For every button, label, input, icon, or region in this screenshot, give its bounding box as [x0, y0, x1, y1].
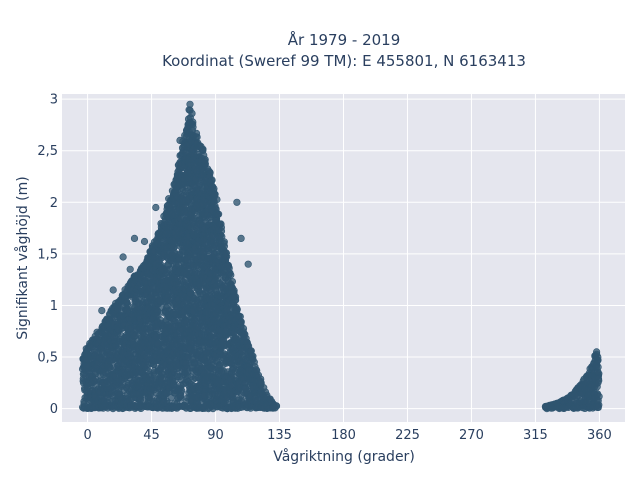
data-point — [244, 260, 252, 268]
x-axis-title: Vågriktning (grader) — [273, 448, 415, 465]
data-point — [152, 203, 160, 212]
x-tick-label: 225 — [395, 428, 420, 443]
data-point — [98, 307, 106, 315]
data-point — [119, 253, 127, 261]
y-tick-label: 0,5 — [37, 351, 58, 366]
data-point — [123, 298, 131, 306]
data-point — [594, 397, 602, 405]
data-points — [78, 100, 603, 413]
data-point — [215, 210, 223, 218]
data-point — [176, 393, 184, 401]
data-point — [233, 198, 241, 206]
y-tick-label: 3 — [50, 93, 58, 108]
x-tick-label: 135 — [267, 428, 292, 443]
data-point — [224, 262, 232, 270]
data-point — [594, 363, 602, 371]
data-point — [271, 404, 279, 412]
data-point — [230, 293, 238, 301]
data-point — [188, 109, 196, 117]
data-point — [193, 133, 201, 141]
x-tick-label: 360 — [587, 428, 612, 443]
x-tick-label: 315 — [523, 428, 548, 443]
y-axis-title: Signifikant våghöjd (m) — [14, 176, 31, 339]
x-tick-label: 180 — [331, 428, 356, 443]
data-point — [213, 196, 221, 204]
data-point — [130, 234, 139, 242]
data-point — [189, 123, 197, 131]
data-point — [594, 379, 602, 387]
y-tick-label: 2 — [50, 196, 58, 211]
data-point — [210, 184, 218, 193]
data-point — [232, 304, 240, 312]
data-point — [140, 237, 149, 246]
data-point — [228, 278, 236, 286]
data-point — [592, 348, 601, 356]
data-point — [176, 136, 184, 144]
data-point — [126, 265, 134, 273]
y-tick-label: 1,5 — [37, 247, 58, 262]
y-tick-label: 0 — [50, 402, 58, 417]
data-point — [237, 318, 245, 326]
y-tick-label: 2,5 — [37, 144, 58, 159]
data-point — [220, 242, 228, 250]
y-tick-label: 1 — [50, 299, 58, 314]
data-point — [227, 271, 235, 279]
x-tick-label: 0 — [83, 428, 91, 443]
x-tick-label: 90 — [207, 428, 224, 443]
data-point — [201, 157, 209, 165]
data-point — [186, 100, 194, 108]
chart-title-line-2: Koordinat (Sweref 99 TM): E 455801, N 61… — [162, 52, 526, 70]
data-point — [109, 286, 117, 294]
x-tick-label: 45 — [143, 428, 160, 443]
data-point — [217, 220, 225, 228]
x-tick-label: 270 — [459, 428, 484, 443]
data-point — [154, 326, 162, 334]
data-point — [223, 253, 231, 261]
data-point — [237, 234, 245, 242]
data-point — [541, 402, 550, 411]
chart-title-line-1: År 1979 - 2019 — [288, 30, 401, 49]
data-point — [594, 403, 602, 412]
data-point — [178, 387, 186, 395]
